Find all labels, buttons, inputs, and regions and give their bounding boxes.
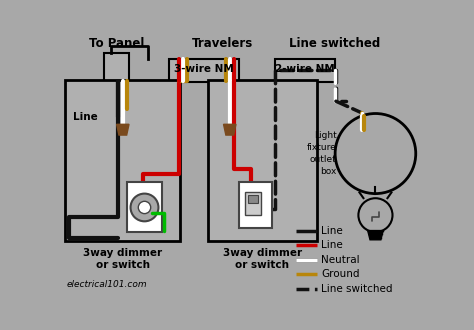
Bar [65, 80, 180, 241]
Text: 2-wire NM: 2-wire NM [275, 64, 335, 74]
Circle shape [130, 194, 158, 221]
Bar [104, 53, 129, 81]
Bar [239, 182, 272, 228]
Text: Line switched: Line switched [321, 284, 392, 294]
Bar [275, 59, 335, 82]
Text: electrical101.com: electrical101.com [67, 280, 147, 289]
Circle shape [335, 114, 416, 194]
Text: Neutral: Neutral [321, 255, 360, 265]
Circle shape [358, 198, 392, 232]
Text: 3-wire NM: 3-wire NM [174, 64, 234, 74]
Text: Line: Line [321, 226, 343, 236]
Bar [248, 195, 258, 203]
Text: To Panel: To Panel [89, 37, 144, 50]
Text: Light
fixture
outlet
box: Light fixture outlet box [307, 131, 337, 176]
Bar [128, 182, 162, 232]
Text: Line: Line [321, 240, 343, 250]
Text: Line: Line [73, 112, 98, 121]
Bar [169, 59, 239, 82]
Text: Line switched: Line switched [289, 37, 380, 50]
Text: 3way dimmer
or switch: 3way dimmer or switch [83, 248, 163, 270]
Bar [208, 80, 317, 241]
Text: Travelers: Travelers [191, 37, 253, 50]
Polygon shape [224, 124, 236, 135]
Bar [245, 192, 261, 215]
Circle shape [138, 201, 151, 214]
Polygon shape [368, 231, 383, 240]
Text: Ground: Ground [321, 270, 360, 280]
Text: 3way dimmer
or switch: 3way dimmer or switch [223, 248, 302, 270]
Polygon shape [117, 124, 129, 135]
